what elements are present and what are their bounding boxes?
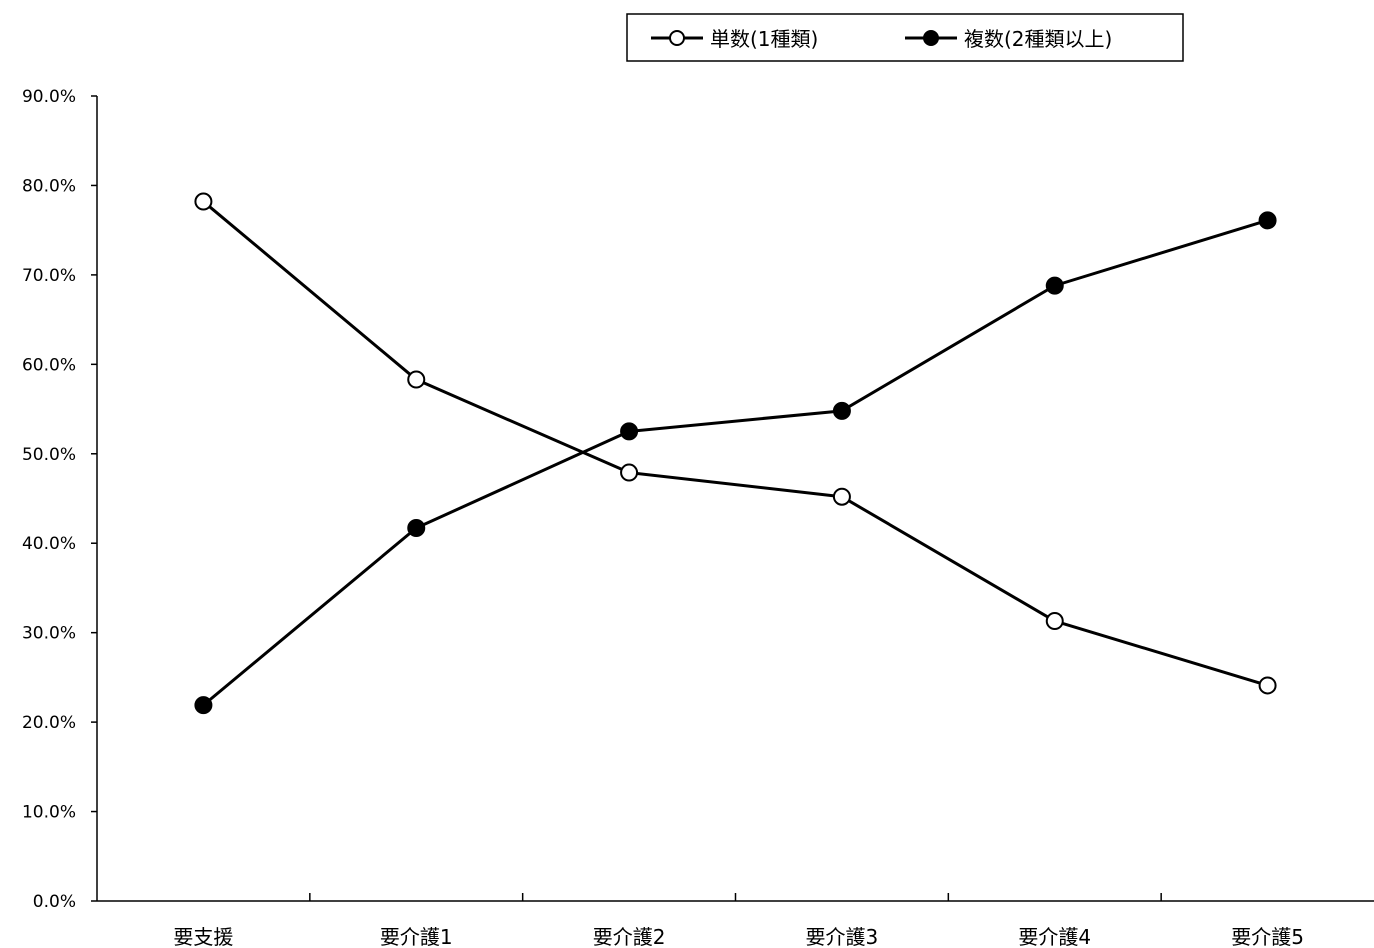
y-tick-label: 90.0% bbox=[22, 87, 76, 107]
data-point-single bbox=[620, 463, 639, 482]
x-tick-label: 要介護4 bbox=[1018, 925, 1091, 948]
legend-marker-multiple bbox=[923, 30, 939, 46]
series-group bbox=[194, 192, 1277, 715]
y-tick-label: 60.0% bbox=[22, 355, 76, 375]
data-point-multiple bbox=[407, 519, 426, 538]
x-tick-label: 要介護5 bbox=[1231, 925, 1304, 948]
axes: 0.0% 10.0% 20.0% 30.0% 40.0% 50.0% 60.0% 70.0% 8… bbox=[22, 87, 1374, 948]
data-point-multiple bbox=[620, 422, 639, 441]
legend-label-single: 単数(1種類) bbox=[710, 27, 818, 51]
data-point-multiple bbox=[1045, 276, 1064, 295]
data-point-single bbox=[407, 370, 426, 389]
x-tick-label: 要介護2 bbox=[593, 925, 666, 948]
legend: 単数(1種類) 複数(2種類以上) bbox=[626, 13, 1184, 62]
data-point-multiple bbox=[194, 696, 213, 715]
legend-marker-single bbox=[669, 30, 685, 46]
data-point-single bbox=[832, 487, 851, 506]
series-line-multiple bbox=[202, 218, 1269, 707]
series-line-single bbox=[202, 200, 1269, 687]
y-tick-label: 40.0% bbox=[22, 534, 76, 554]
x-tick-label: 要介護3 bbox=[806, 925, 879, 948]
y-tick-label: 50.0% bbox=[22, 445, 76, 465]
y-tick-label: 10.0% bbox=[22, 803, 76, 823]
legend-label-multiple: 複数(2種類以上) bbox=[964, 27, 1112, 51]
data-point-single bbox=[1045, 612, 1064, 631]
y-tick-label: 30.0% bbox=[22, 624, 76, 644]
y-tick-label: 70.0% bbox=[22, 266, 76, 286]
data-point-single bbox=[194, 192, 213, 211]
x-tick-label: 要介護1 bbox=[380, 925, 453, 948]
y-tick-label: 80.0% bbox=[22, 176, 76, 196]
y-tick-label: 0.0% bbox=[33, 892, 76, 912]
data-point-multiple bbox=[832, 401, 851, 420]
data-point-multiple bbox=[1258, 211, 1277, 230]
x-tick-label: 要支援 bbox=[173, 925, 233, 948]
data-point-single bbox=[1258, 676, 1277, 695]
y-tick-label: 20.0% bbox=[22, 713, 76, 733]
